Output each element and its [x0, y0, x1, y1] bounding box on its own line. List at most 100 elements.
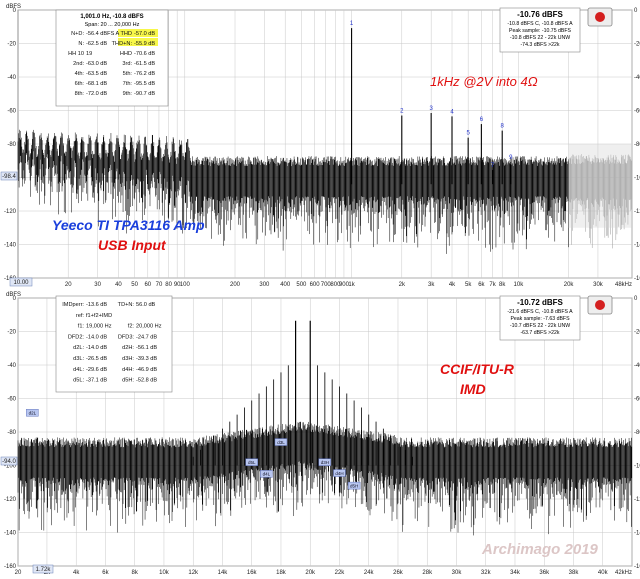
y-unit-label: dBFS — [6, 4, 21, 10]
x-tick-label: 80 — [165, 282, 172, 288]
x-tick-label: 300 — [259, 282, 270, 288]
x-tick-label: 40 — [115, 282, 122, 288]
stats-cell: DFD2: — [68, 334, 85, 340]
stats-cell: f1+f2+IMD — [86, 313, 112, 319]
stats-cell: -57.0 dB — [134, 31, 155, 37]
x-tick-label: 20k — [564, 282, 575, 288]
x-cursor-readout: 10.00 — [13, 280, 29, 286]
stats-cell: N: — [78, 41, 84, 47]
stats-cell: -26.5 dB — [86, 356, 107, 362]
level-main: -10.72 dBFS — [517, 298, 563, 307]
y-tick-label: -20 — [7, 330, 16, 336]
x-tick-label: 12k — [188, 570, 199, 574]
level-line-3: Peak sample: -7.63 dBFS — [510, 316, 570, 322]
x-tick-label: 1k — [348, 282, 355, 288]
stats-cell: -56.1 dB — [136, 345, 157, 351]
x-cursor-readout: 1.72k — [36, 567, 52, 573]
stats-cell: N+D: — [71, 31, 84, 37]
x-tick-label: 6k — [102, 570, 109, 574]
stats-cell: 8th: — [75, 91, 85, 97]
x-tick-label: 600 — [310, 282, 321, 288]
stats-cell: d5H: — [122, 378, 134, 384]
imd-product-label: d4H — [335, 471, 343, 476]
level-line-4: -10.7 dBFS 22 - 22k UNW — [510, 323, 570, 329]
x-tick-label: 500 — [296, 282, 307, 288]
y-tick-label: 0 — [13, 8, 17, 14]
noise-floor-trace — [17, 129, 569, 254]
y-tick-label-right: -160 — [634, 564, 640, 570]
stats-cell: f2: — [128, 324, 135, 330]
stats-cell: 19 — [86, 51, 92, 57]
stats-cell: d3L: — [73, 356, 84, 362]
stats-cell: -62.5 dB — [86, 41, 107, 47]
y-tick-label-right: -120 — [634, 497, 640, 503]
stats-cell: THD+N: — [112, 41, 133, 47]
y-tick-label-right: -60 — [634, 397, 640, 403]
y-tick-label-right: 0 — [634, 296, 638, 302]
imd-stats-box: IMDperr: -13.6 dB TD+N: 56.0 dB ref: f1+f2+IM… — [55, 295, 173, 393]
x-tick-label: 14k — [218, 570, 229, 574]
x-tick-label: 10k — [159, 570, 170, 574]
x-tick-label: 42kHz — [615, 570, 632, 574]
stats-cell: 6th: — [75, 81, 85, 87]
x-tick-label: 3k — [428, 282, 435, 288]
stats-cell: -90.7 dB — [134, 91, 155, 97]
x-tick-label: 5k — [465, 282, 472, 288]
stats-cell: 3rd: — [122, 61, 132, 67]
record-button[interactable] — [587, 295, 613, 315]
out-of-band-shade — [568, 144, 632, 228]
imd-product-label: d3L — [277, 440, 285, 445]
annotation-method: CCIF/ITU-R — [440, 361, 515, 377]
stats-cell: -39.3 dB — [136, 356, 157, 362]
y-tick-label-right: -80 — [634, 142, 640, 148]
y-tick-label-right: -160 — [634, 276, 640, 282]
y-tick-label-right: -60 — [634, 109, 640, 115]
harmonic-label: 8 — [501, 124, 505, 130]
harmonic-label: 5 — [466, 131, 470, 137]
x-tick-label: 200 — [230, 282, 241, 288]
x-tick-label: 30k — [452, 570, 463, 574]
level-line-5: -74.3 dBFS >22k — [520, 42, 559, 48]
stats-cell: d2L: — [73, 345, 84, 351]
x-tick-label: 70 — [156, 282, 163, 288]
x-tick-label: 28k — [422, 570, 433, 574]
thd-level-box: -10.76 dBFS -10.8 dBFS C, -10.8 dBFS A P… — [499, 7, 581, 53]
imd-product-marker — [26, 409, 39, 417]
x-tick-label: 60 — [144, 282, 151, 288]
imd-product-marker — [245, 458, 258, 466]
stats-cell: THD — [121, 31, 133, 37]
x-tick-label: 2k — [399, 282, 406, 288]
y-tick-label: -40 — [7, 363, 16, 369]
stats-cell: -14.0 dB — [86, 334, 107, 340]
y-tick-label-right: -20 — [634, 42, 640, 48]
stats-cell: HH 10 — [68, 51, 84, 57]
imd-product-label: d5H — [350, 483, 358, 488]
thd-spectrum-chart: dBFS 1 2 3 4 5 6 7 8 9 0 0 -20 -20 -40 -40 -60 -60 -80 -8… — [0, 0, 640, 288]
record-button[interactable] — [587, 7, 613, 27]
imd-product-marker — [333, 469, 346, 477]
imd-product-label: d5L — [248, 460, 256, 465]
harmonic-label: 6 — [480, 117, 484, 123]
x-tick-label: 16k — [247, 570, 258, 574]
x-tick-label: 900 — [339, 282, 350, 288]
x-tick-label: 7k — [489, 282, 496, 288]
imd-product-marker — [347, 481, 361, 490]
stats-cell: -61.5 dB — [134, 61, 155, 67]
y-tick-label-right: 0 — [634, 8, 638, 14]
stats-cell: 5th: — [123, 71, 133, 77]
imd-level-box: -10.72 dBFS -21.6 dBFS C, -10.8 dBFS A P… — [499, 295, 581, 341]
stats-cell: -24.7 dB — [136, 334, 157, 340]
x-tick-label: 36k — [539, 570, 550, 574]
harmonic-label: 7 — [491, 163, 495, 169]
imd-product-label: d3H — [321, 460, 329, 465]
x-tick-label: 22k — [335, 570, 346, 574]
stats-cell: 20,000 Hz — [136, 324, 162, 330]
x-tick-label: 20 — [15, 570, 22, 574]
annotation-signal: 1kHz @2V into 4Ω — [430, 74, 538, 89]
x-tick-label: 20 — [65, 282, 72, 288]
stats-cell: d5L: — [73, 378, 84, 384]
stats-cell: -68.1 dB — [86, 81, 107, 87]
x-tick-label: 90 — [174, 282, 181, 288]
x-tick-label: 10k — [514, 282, 525, 288]
y-tick-label-right: -120 — [634, 209, 640, 215]
